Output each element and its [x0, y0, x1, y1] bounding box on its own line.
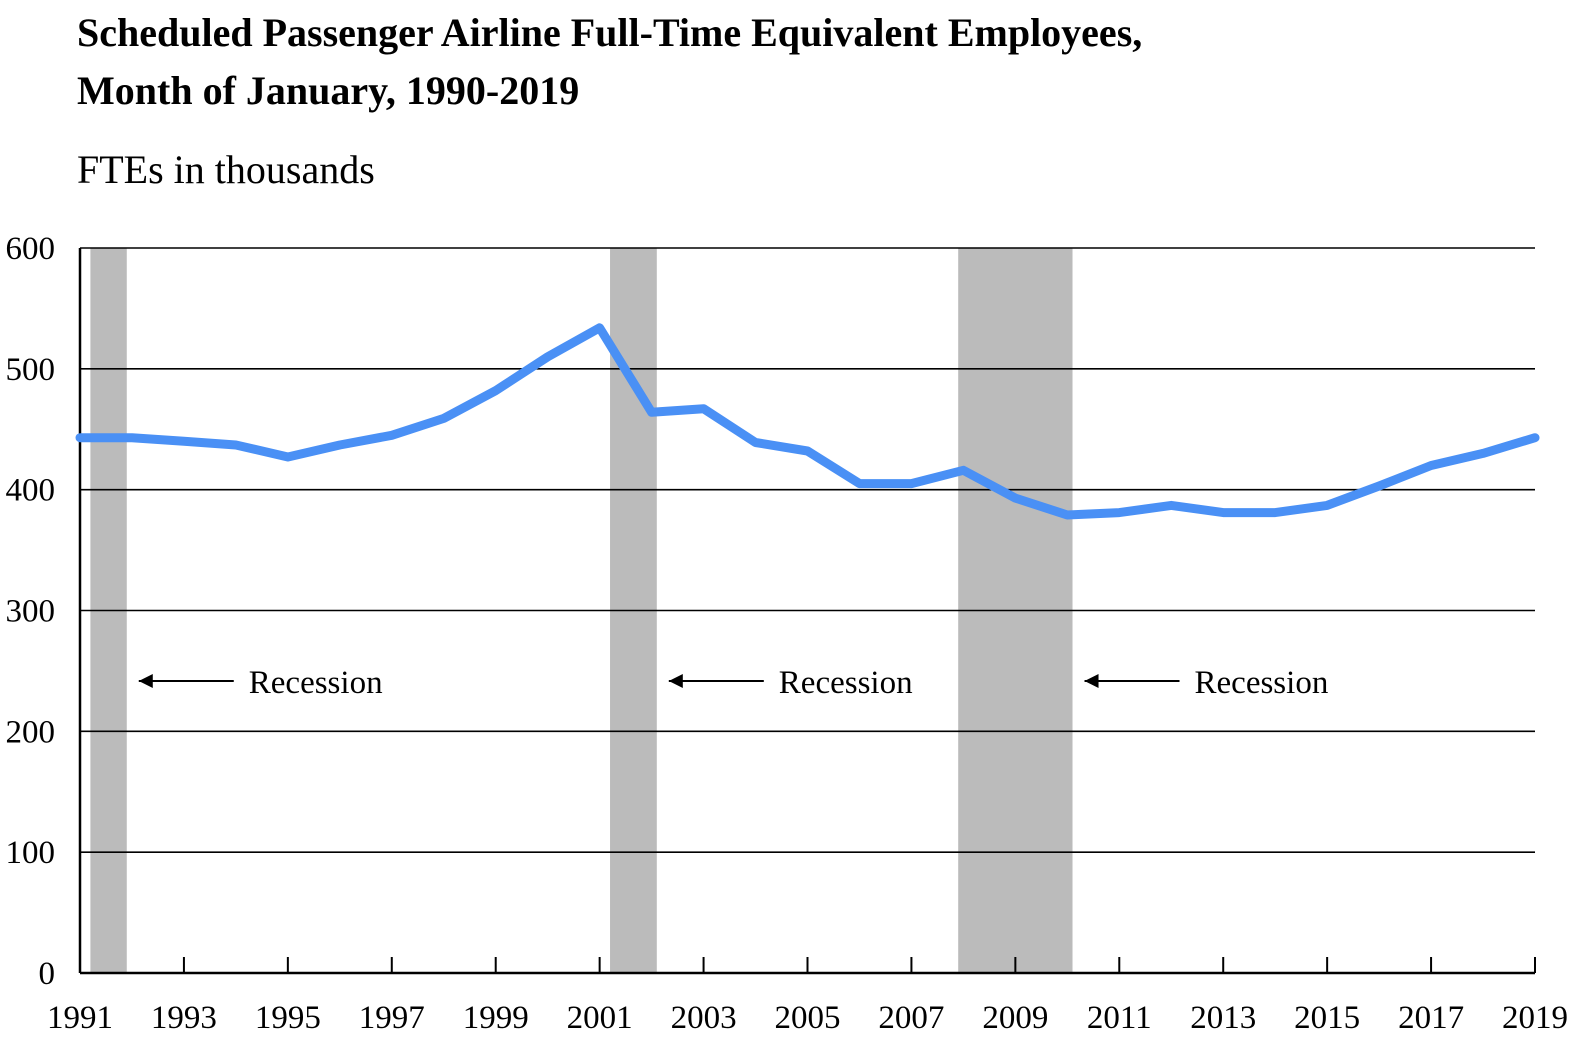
chart-title-line2: Month of January, 1990-2019	[77, 68, 580, 113]
chart-title-line1: Scheduled Passenger Airline Full-Time Eq…	[77, 10, 1143, 55]
x-tick-label: 2017	[1398, 1000, 1464, 1036]
x-tick-label: 2009	[982, 1000, 1048, 1036]
y-tick-label: 100	[6, 835, 56, 871]
x-tick-label: 1995	[255, 1000, 321, 1036]
x-tick-label: 2013	[1190, 1000, 1256, 1036]
y-tick-label: 300	[6, 594, 56, 630]
recession-label: Recession	[249, 665, 383, 701]
arrowhead-icon	[1084, 674, 1099, 688]
y-tick-label: 0	[39, 956, 56, 992]
x-tick-label: 1999	[463, 1000, 529, 1036]
y-tick-label: 200	[6, 714, 56, 750]
y-tick-label: 500	[6, 352, 56, 388]
x-tick-label: 2015	[1294, 1000, 1360, 1036]
x-tick-label: 2005	[775, 1000, 841, 1036]
y-axis-label: FTEs in thousands	[77, 147, 375, 192]
x-tick-label: 2003	[671, 1000, 737, 1036]
recession-label: Recession	[779, 665, 913, 701]
arrowhead-icon	[668, 674, 683, 688]
chart-title: Scheduled Passenger Airline Full-Time Eq…	[77, 4, 1527, 120]
x-tick-label: 2019	[1502, 1000, 1568, 1036]
x-tick-label: 2011	[1087, 1000, 1152, 1036]
series-line	[75, 323, 1540, 520]
x-tick-label: 1991	[47, 1000, 113, 1036]
recession-label: Recession	[1195, 665, 1329, 701]
arrowhead-icon	[138, 674, 153, 688]
x-tick-label: 2001	[567, 1000, 633, 1036]
x-tick-label: 2007	[878, 1000, 944, 1036]
y-tick-label: 600	[6, 231, 56, 267]
y-tick-label: 400	[6, 473, 56, 509]
x-tick-label: 1997	[359, 1000, 425, 1036]
x-tick-label: 1993	[151, 1000, 217, 1036]
